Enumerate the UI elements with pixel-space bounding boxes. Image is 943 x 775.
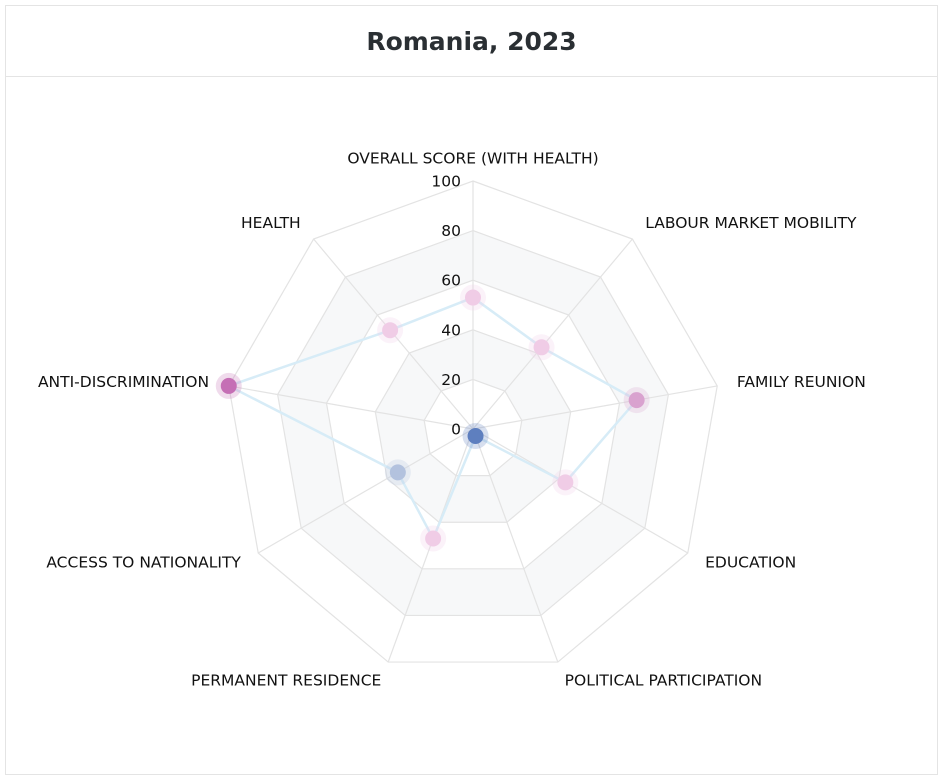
grid-spoke	[472, 238, 633, 430]
data-point	[389, 464, 406, 481]
chart-title: Romania, 2023	[366, 26, 577, 56]
grid-spoke	[228, 385, 474, 430]
axis-label: ACCESS TO NATIONALITY	[46, 554, 241, 572]
axis-label: EDUCATION	[705, 554, 796, 572]
radar-grid	[228, 180, 718, 663]
series-line	[227, 296, 638, 540]
axis-labels: OVERALL SCORE (WITH HEALTH) LABOUR MARKET…	[38, 150, 866, 690]
radial-ticks: 0 20 40 60 80 100	[431, 173, 461, 439]
chart-header: Romania, 2023	[6, 6, 937, 77]
data-point	[467, 427, 484, 444]
axis-label: LABOUR MARKET MOBILITY	[645, 214, 857, 232]
axis-label: ANTI-DISCRIMINATION	[38, 373, 209, 391]
tick-label: 40	[441, 321, 461, 339]
tick-label: 100	[431, 173, 461, 191]
data-point	[425, 530, 442, 547]
data-point	[465, 289, 481, 306]
axis-label: POLITICAL PARTICIPATION	[565, 671, 762, 689]
grid-spoke	[472, 385, 718, 430]
tick-label: 80	[441, 222, 461, 240]
axis-label: OVERALL SCORE (WITH HEALTH)	[347, 150, 598, 168]
axis-label: HEALTH	[241, 214, 301, 232]
axis-label: PERMANENT RESIDENCE	[191, 671, 381, 689]
grid-spoke	[472, 428, 689, 554]
data-point	[382, 322, 399, 339]
series-points	[215, 284, 650, 552]
grid-spoke	[472, 428, 559, 663]
grid-spoke	[257, 428, 474, 554]
data-point	[220, 377, 237, 394]
axis-label: FAMILY REUNION	[737, 373, 866, 391]
tick-label: 0	[451, 421, 461, 439]
data-point	[628, 392, 645, 409]
data-point	[557, 474, 574, 491]
data-point	[533, 339, 550, 356]
tick-label: 20	[441, 371, 461, 389]
tick-label: 60	[441, 272, 461, 290]
